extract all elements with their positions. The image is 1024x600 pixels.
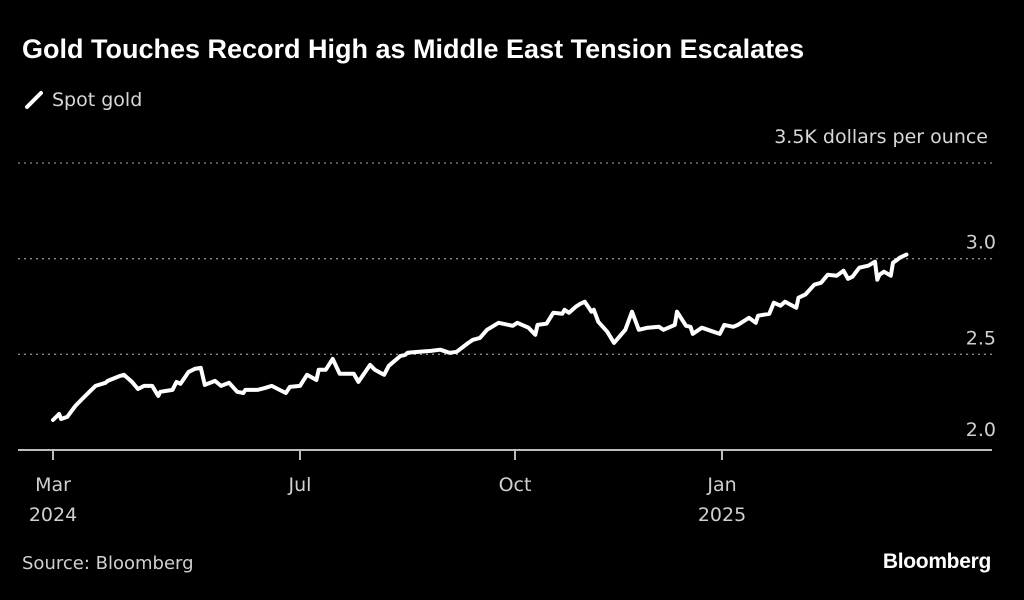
line-swatch-icon (25, 91, 43, 109)
x-tick-label: Oct (499, 474, 532, 496)
y-axis-unit-label: 3.5K dollars per ounce (774, 126, 988, 148)
source-note: Source: Bloomberg (22, 553, 194, 574)
x-tick-label: Jul (288, 474, 312, 496)
y-tick-label: 2.0 (966, 419, 996, 441)
x-tick-sublabel: 2025 (698, 504, 746, 526)
y-tick-label: 3.0 (966, 232, 996, 254)
x-tick-label: Mar (35, 474, 71, 496)
chart-title: Gold Touches Record High as Middle East … (22, 34, 805, 64)
legend-label-spot-gold: Spot gold (52, 89, 143, 111)
x-tick-label: Jan (706, 474, 736, 496)
bloomberg-logo: Bloomberg (882, 550, 991, 573)
x-tick-sublabel: 2024 (29, 504, 77, 526)
y-tick-label: 2.5 (966, 327, 996, 349)
series-line-spot-gold (51, 252, 909, 422)
legend: Spot gold (24, 89, 142, 111)
